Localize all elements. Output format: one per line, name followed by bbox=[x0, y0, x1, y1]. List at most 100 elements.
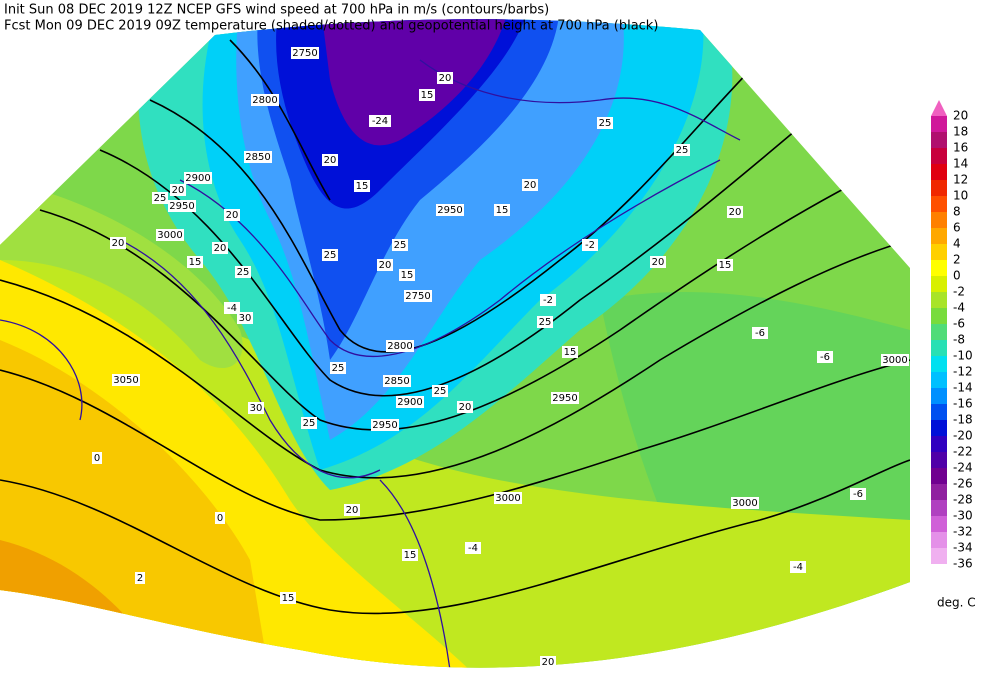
map-label-box bbox=[371, 419, 399, 431]
map-label: 20 bbox=[652, 257, 665, 268]
map-label-box bbox=[330, 362, 346, 374]
map-label: 15 bbox=[421, 90, 434, 101]
map-label-box bbox=[562, 346, 578, 358]
map-label: 25 bbox=[599, 118, 612, 129]
map-label-box bbox=[396, 396, 424, 408]
map-label: -6 bbox=[755, 328, 765, 339]
colorbar-label: -20 bbox=[953, 429, 973, 443]
map-label-box bbox=[399, 269, 415, 281]
colorbar-cell bbox=[931, 484, 947, 500]
map-label: 2800 bbox=[387, 341, 412, 352]
colorbar-label: 0 bbox=[953, 269, 961, 283]
colorbar-label: -4 bbox=[953, 301, 965, 315]
map-label: 3050 bbox=[113, 375, 138, 386]
map-label-box bbox=[717, 259, 733, 271]
map-label: -4 bbox=[227, 303, 237, 314]
map-label-box bbox=[354, 180, 370, 192]
map-label-box bbox=[237, 312, 253, 324]
map-label-box bbox=[650, 256, 666, 268]
colorbar-unit: deg. C bbox=[937, 596, 976, 610]
map-label: 2850 bbox=[384, 376, 409, 387]
colorbar-cell bbox=[931, 324, 947, 340]
map-label-box bbox=[251, 94, 279, 106]
map-label: -6 bbox=[820, 352, 830, 363]
map-label-box bbox=[224, 209, 240, 221]
map-label-box bbox=[419, 89, 435, 101]
header-line-2: Fcst Mon 09 DEC 2019 09Z temperature (sh… bbox=[4, 19, 658, 34]
map-label-box bbox=[582, 239, 598, 251]
map-label-box bbox=[494, 204, 510, 216]
map-label-box bbox=[383, 375, 411, 387]
map-label: 25 bbox=[303, 418, 316, 429]
map-label-box bbox=[494, 492, 522, 504]
map-label-box bbox=[110, 237, 126, 249]
colorbar-label: -16 bbox=[953, 397, 973, 411]
map-label-box bbox=[392, 239, 408, 251]
map-label: 30 bbox=[250, 403, 263, 414]
colorbar-cell bbox=[931, 340, 947, 356]
colorbar-label: -26 bbox=[953, 477, 973, 491]
colorbar-label: 12 bbox=[953, 173, 968, 187]
colorbar-cell bbox=[931, 420, 947, 436]
map-label: 25 bbox=[237, 267, 250, 278]
map-label-box bbox=[215, 512, 225, 524]
map-label: 25 bbox=[324, 250, 337, 261]
header-line-1: Init Sun 08 DEC 2019 12Z NCEP GFS wind s… bbox=[4, 3, 549, 18]
colorbar-cell bbox=[931, 516, 947, 532]
map-label: 2800 bbox=[252, 95, 277, 106]
map-label-box bbox=[152, 192, 168, 204]
colorbar-cell bbox=[931, 500, 947, 516]
colorbar-cell bbox=[931, 244, 947, 260]
map-label: -2 bbox=[585, 240, 595, 251]
map-label-box bbox=[301, 417, 317, 429]
map-label: 15 bbox=[282, 593, 295, 604]
map-label-box bbox=[291, 47, 319, 59]
colorbar-cell bbox=[931, 180, 947, 196]
colorbar-cell bbox=[931, 532, 947, 548]
colorbar-cell bbox=[931, 228, 947, 244]
colorbar-cell bbox=[931, 292, 947, 308]
colorbar-label: 4 bbox=[953, 237, 961, 251]
map-label: 25 bbox=[154, 193, 167, 204]
colorbar-label: -24 bbox=[953, 461, 973, 475]
map-label-box bbox=[386, 340, 414, 352]
map-label: -4 bbox=[468, 543, 478, 554]
colorbar-label: -32 bbox=[953, 525, 973, 539]
map-label: 25 bbox=[434, 386, 447, 397]
map-label: 2950 bbox=[372, 420, 397, 431]
map-label: 15 bbox=[496, 205, 509, 216]
map-label-box bbox=[790, 561, 806, 573]
map-label-box bbox=[187, 256, 203, 268]
map-label: 0 bbox=[217, 513, 223, 524]
map-label-box bbox=[168, 200, 196, 212]
map-label-box bbox=[457, 401, 473, 413]
map-label: 15 bbox=[719, 260, 732, 271]
map-label: 3000 bbox=[157, 230, 182, 241]
map-label: 25 bbox=[332, 363, 345, 374]
colorbar-cell bbox=[931, 132, 947, 148]
map-label-box bbox=[322, 154, 338, 166]
map-label-box bbox=[369, 115, 391, 127]
colorbar-label: -6 bbox=[953, 317, 965, 331]
colorbar-label: -28 bbox=[953, 493, 973, 507]
map-label-box bbox=[248, 402, 264, 414]
colorbar-cell bbox=[931, 372, 947, 388]
map-label: 30 bbox=[239, 313, 252, 324]
map-label-box bbox=[224, 302, 240, 314]
map-label: 15 bbox=[356, 181, 369, 192]
colorbar-label: 10 bbox=[953, 189, 968, 203]
map-label: -2 bbox=[543, 295, 553, 306]
map-label: 2950 bbox=[552, 393, 577, 404]
colorbar-cell bbox=[931, 468, 947, 484]
map-label: 20 bbox=[542, 657, 555, 668]
map-label: 20 bbox=[172, 185, 185, 196]
map-label: 2950 bbox=[169, 201, 194, 212]
colorbar-label: 18 bbox=[953, 125, 968, 139]
map-label: 20 bbox=[729, 207, 742, 218]
colorbar-cell bbox=[931, 404, 947, 420]
map-label: 2850 bbox=[245, 152, 270, 163]
map-label: 0 bbox=[94, 453, 100, 464]
colorbar-label: -34 bbox=[953, 541, 973, 555]
colorbar-label: -18 bbox=[953, 413, 973, 427]
map-label-box bbox=[540, 294, 556, 306]
